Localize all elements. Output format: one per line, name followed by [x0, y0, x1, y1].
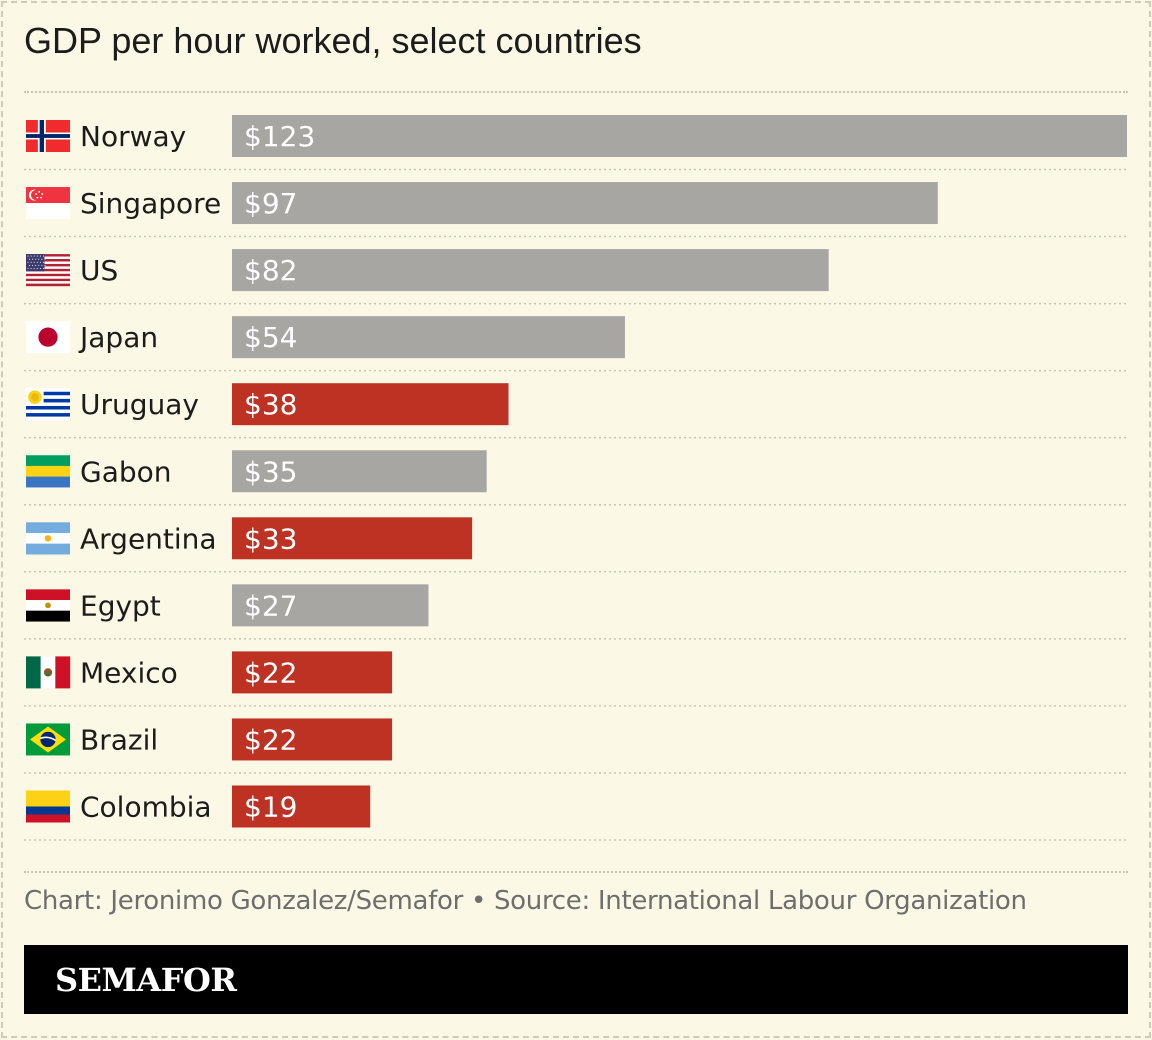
semafor-logo: SEMAFOR — [55, 961, 237, 999]
country-label: Brazil — [80, 723, 158, 756]
bar-row: Gabon $35 — [24, 450, 1128, 506]
bar-value-label: $19 — [244, 791, 297, 824]
country-label: Japan — [78, 321, 158, 354]
bar-value-label: $35 — [244, 455, 297, 488]
country-label: Mexico — [80, 656, 178, 689]
bar — [232, 450, 487, 493]
bar-row: Mexico $22 — [24, 651, 1128, 707]
bar-value-label: $82 — [244, 254, 297, 287]
bar-value-label: $38 — [244, 388, 297, 421]
bar-value-label: $22 — [244, 723, 297, 756]
uruguay-flag-icon — [26, 388, 70, 421]
argentina-flag-icon — [26, 522, 70, 555]
bar — [232, 249, 829, 292]
bar — [232, 718, 393, 761]
bar — [232, 785, 371, 828]
title-divider — [24, 91, 1128, 93]
bar-row: US $82 — [24, 249, 1128, 305]
egypt-flag-icon — [26, 589, 70, 622]
country-label: Gabon — [80, 455, 172, 488]
bar-value-label: $22 — [244, 656, 297, 689]
bar — [232, 316, 625, 359]
footer-divider — [24, 871, 1128, 873]
chart-credit: Chart: Jeronimo Gonzalez/Semafor • Sourc… — [24, 886, 1027, 916]
bar-row: Colombia $19 — [24, 785, 1128, 841]
chart-title: GDP per hour worked, select countries — [24, 20, 642, 61]
japan-flag-icon — [26, 321, 70, 354]
bar-value-label: $54 — [244, 321, 297, 354]
bar-row: Japan $54 — [24, 316, 1128, 372]
singapore-flag-icon — [26, 187, 70, 220]
country-label: Colombia — [80, 791, 212, 824]
bar — [232, 517, 473, 560]
bar — [232, 115, 1127, 157]
bar-value-label: $27 — [244, 589, 297, 622]
bar-row: Egypt $27 — [24, 584, 1128, 640]
bar-value-label: $33 — [244, 522, 297, 555]
country-label: Uruguay — [80, 388, 199, 421]
mexico-flag-icon — [26, 656, 71, 689]
bar-row: Norway $123 — [24, 115, 1128, 171]
bar — [232, 651, 393, 694]
country-label: Singapore — [80, 187, 221, 220]
country-label: US — [80, 254, 118, 287]
bar-value-label: $123 — [244, 120, 315, 153]
bar-row: Uruguay $38 — [24, 383, 1128, 439]
norway-flag-icon — [26, 120, 70, 152]
bar-value-label: $97 — [244, 187, 297, 220]
country-label: Norway — [80, 120, 186, 153]
brazil-flag-icon — [26, 723, 70, 756]
bar-row: Singapore $97 — [24, 182, 1128, 238]
country-label: Egypt — [80, 589, 161, 622]
us-flag-icon — [26, 254, 70, 287]
bar — [232, 182, 938, 225]
bar-chart: Norway $123 Singapore $97 US $82 Japan $54 Urugu… — [24, 115, 1128, 841]
country-label: Argentina — [80, 522, 217, 555]
bar-row: Brazil $22 — [24, 718, 1128, 774]
brand-bar: SEMAFOR — [24, 945, 1128, 1014]
bar — [232, 584, 429, 627]
gabon-flag-icon — [26, 455, 70, 488]
bar — [232, 383, 509, 426]
colombia-flag-icon — [26, 790, 70, 823]
bar-row: Argentina $33 — [24, 517, 1128, 573]
